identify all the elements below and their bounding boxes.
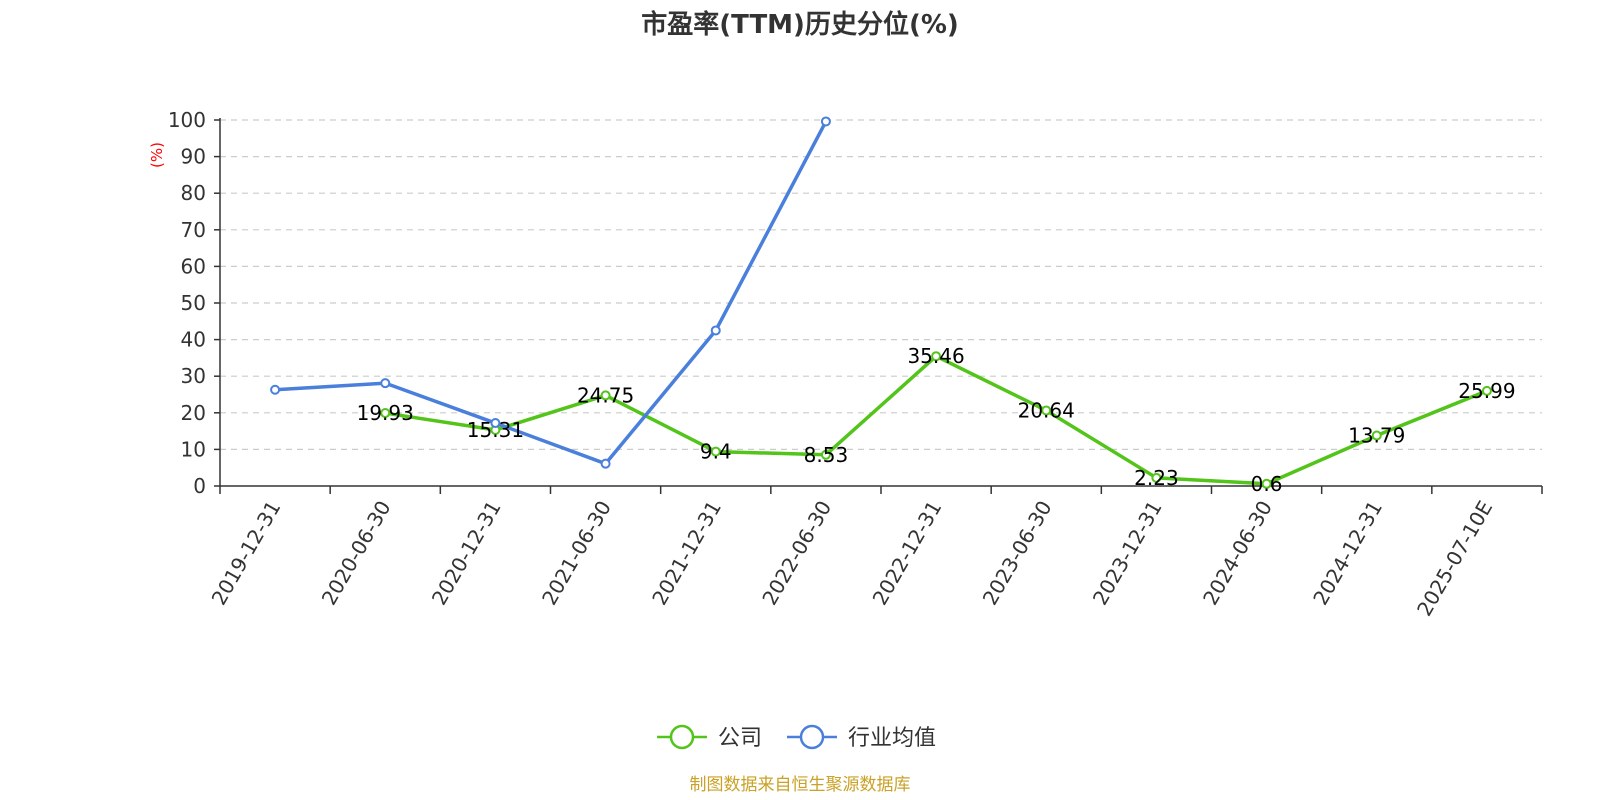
y-tick-label: 20	[181, 401, 206, 425]
x-tick-label: 2023-06-30	[978, 497, 1057, 610]
x-tick-label: 2022-06-30	[757, 497, 836, 610]
y-tick-label: 10	[181, 437, 206, 461]
data-point-0	[600, 390, 611, 401]
y-tick-label: 80	[181, 181, 206, 205]
data-label: 15.31	[467, 418, 524, 442]
x-tick-label: 2021-06-30	[537, 497, 616, 610]
data-point-1	[380, 378, 391, 389]
x-tick-label: 2020-06-30	[317, 497, 396, 610]
data-label: 8.53	[804, 443, 849, 467]
data-point-1	[600, 458, 611, 469]
y-tick-label: 30	[181, 364, 206, 388]
data-label: 24.75	[577, 383, 634, 407]
data-point-0	[380, 408, 391, 419]
y-tick-labels: 0 10 20 30 40 50 60 70 80 90 100	[168, 108, 206, 498]
data-point-0	[931, 351, 942, 362]
grid-lines	[220, 119, 1542, 450]
legend-company-label: 公司	[718, 726, 762, 751]
x-tick-label: 2024-12-31	[1308, 497, 1387, 610]
x-tick-label: 2022-12-31	[868, 497, 947, 610]
x-tick-label: 2020-12-31	[427, 497, 506, 610]
data-point-0	[1481, 385, 1492, 396]
x-tick-label: 2021-12-31	[647, 497, 726, 610]
series-lines	[270, 116, 1492, 489]
y-tick-label: 70	[181, 218, 206, 242]
y-tick-label: 60	[181, 254, 206, 278]
data-label: 9.4	[700, 440, 732, 464]
data-source-note: 制图数据来自恒生聚源数据库	[690, 775, 911, 795]
data-label: 35.46	[907, 344, 964, 368]
legend-industry-marker-icon	[799, 724, 825, 750]
x-tick-label: 2025-07-10E	[1412, 497, 1497, 621]
data-label: 19.93	[357, 401, 414, 425]
y-tick-label: 90	[181, 145, 206, 169]
y-tick-label: 0	[193, 474, 206, 498]
axes	[214, 118, 1543, 494]
y-tick-label: 50	[181, 291, 206, 315]
x-tick-labels: 2019-12-31 2020-06-30 2020-12-31 2021-06-30…	[207, 497, 1498, 621]
data-point-0	[1261, 478, 1272, 489]
data-point-1	[490, 418, 501, 429]
series-line-0	[384, 354, 1488, 486]
legend-item-company[interactable]: 公司	[657, 724, 762, 751]
data-point-1	[270, 384, 281, 395]
x-tick-label: 2019-12-31	[207, 497, 286, 610]
legend-industry-label: 行业均值	[848, 726, 936, 751]
series-line-1	[274, 120, 828, 466]
data-point-0	[820, 449, 831, 460]
data-label: 20.64	[1018, 398, 1075, 422]
legend-item-industry-average[interactable]: 行业均值	[787, 724, 936, 751]
data-label: 2.23	[1134, 466, 1179, 490]
data-point-0	[1371, 430, 1382, 441]
y-axis-unit-label: (%)	[148, 142, 166, 168]
data-label: 13.79	[1348, 424, 1405, 448]
y-tick-label: 100	[168, 108, 206, 132]
data-label: 0.6	[1251, 472, 1283, 496]
x-tick-label: 2024-06-30	[1198, 497, 1277, 610]
data-point-1	[820, 116, 831, 127]
data-point-0	[710, 446, 721, 457]
legend-company-marker-icon	[669, 724, 695, 750]
data-label: 25.99	[1458, 379, 1515, 403]
data-point-1	[710, 325, 721, 336]
y-tick-label: 40	[181, 328, 206, 352]
data-labels: 19.93 15.31 24.75 9.4 8.53 35.46 20.64 2.23 0.6 1…	[357, 344, 1516, 496]
data-point-0	[1041, 405, 1052, 416]
chart-title: 市盈率(TTM)历史分位(%)	[641, 9, 959, 40]
legend: 公司 行业均值	[657, 724, 936, 751]
data-point-0	[1151, 472, 1162, 483]
x-tick-label: 2023-12-31	[1088, 497, 1167, 610]
